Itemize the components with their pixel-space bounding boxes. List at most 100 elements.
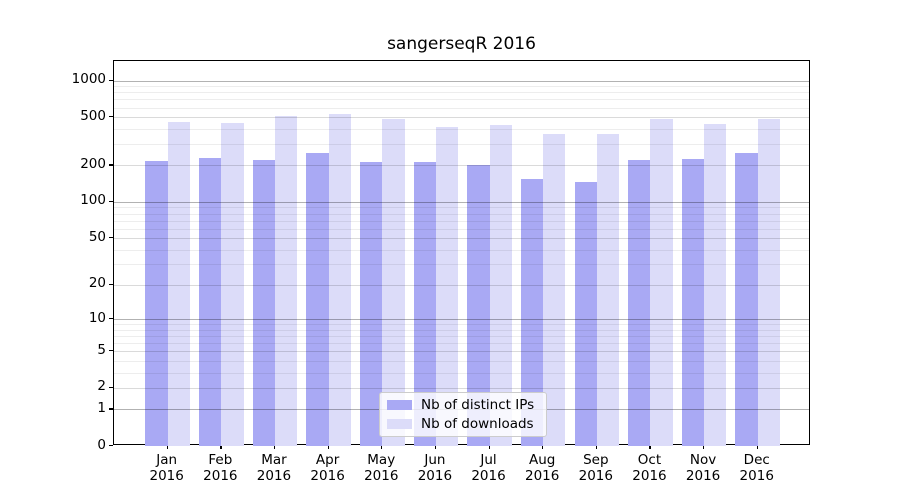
grid-line-minor — [114, 213, 809, 215]
legend-label-distinct-ips: Nb of distinct IPs — [421, 397, 535, 414]
x-axis-tick-label: Jan 2016 — [149, 452, 184, 484]
grid-line-minor — [114, 336, 809, 337]
bar-distinct-ips — [520, 178, 544, 446]
y-axis-tick-label: 200 — [80, 155, 106, 172]
bar-downloads — [704, 123, 727, 446]
x-axis-tick-mark — [327, 445, 329, 449]
grid-line-minor — [114, 86, 809, 88]
x-axis-tick-mark — [595, 445, 597, 449]
bar-downloads — [543, 133, 566, 446]
x-axis-tick-label: Mar 2016 — [256, 452, 292, 484]
grid-line-minor — [114, 207, 809, 209]
grid-line-major — [114, 351, 809, 353]
bar-downloads — [489, 125, 512, 446]
grid-line-minor — [114, 220, 809, 222]
bar-downloads — [382, 119, 405, 446]
grid-line-major-pow10 — [114, 319, 809, 321]
y-axis-tick-label: 0 — [97, 436, 106, 453]
x-axis-tick-mark — [273, 445, 276, 449]
bar-downloads — [596, 134, 620, 446]
y-axis-tick-label: 20 — [88, 275, 106, 292]
x-axis-tick-label: Oct 2016 — [632, 452, 667, 484]
y-axis-tick-label: 100 — [80, 192, 106, 209]
grid-line-minor — [114, 372, 809, 374]
bar-distinct-ips — [145, 160, 168, 446]
legend: Nb of distinct IPs Nb of downloads — [379, 392, 547, 437]
plot-area — [113, 60, 810, 446]
legend-label-downloads: Nb of downloads — [421, 415, 534, 432]
x-axis-tick-label: Aug 2016 — [524, 452, 560, 484]
y-axis-tick-mark — [109, 350, 113, 352]
grid-line-minor — [114, 107, 809, 109]
grid-line-major — [114, 387, 809, 389]
x-axis-tick-label: Nov 2016 — [685, 452, 721, 484]
y-axis-tick-mark — [109, 445, 113, 447]
x-axis-tick-mark — [220, 445, 222, 449]
y-axis-tick-mark — [109, 408, 113, 410]
bar-distinct-ips — [252, 159, 275, 446]
x-axis-tick-label: Jun 2016 — [417, 452, 453, 484]
y-axis-tick-mark — [109, 283, 113, 286]
y-axis-tick-mark — [109, 200, 113, 203]
y-axis-tick-label: 500 — [80, 107, 106, 124]
bar-distinct-ips — [628, 159, 651, 446]
grid-line-major — [114, 238, 809, 240]
y-axis-tick-mark — [109, 79, 113, 81]
legend-swatch-downloads — [387, 418, 412, 429]
x-axis-tick-label: Dec 2016 — [739, 452, 774, 484]
bar-downloads — [435, 126, 459, 446]
bar-downloads — [167, 121, 190, 446]
bar-distinct-ips — [681, 159, 705, 446]
grid-line-major-pow10 — [114, 80, 809, 82]
x-axis-tick-mark — [488, 445, 490, 449]
grid-line-major — [114, 284, 809, 286]
x-axis-tick-mark — [381, 445, 383, 449]
bar-distinct-ips — [735, 153, 758, 446]
x-axis-tick-mark — [756, 445, 758, 449]
x-axis-tick-label: Feb 2016 — [203, 452, 238, 484]
grid-line-minor — [114, 144, 809, 146]
bar-downloads — [757, 118, 781, 446]
grid-line-minor — [114, 343, 809, 345]
grid-line-minor — [114, 329, 809, 331]
bar-distinct-ips — [574, 182, 597, 446]
bar-downloads — [274, 115, 298, 446]
y-axis-tick-label: 1000 — [71, 71, 106, 88]
y-axis-tick-label: 50 — [88, 228, 106, 245]
x-axis-tick-label: Jul 2016 — [471, 452, 506, 484]
grid-line-minor — [114, 228, 809, 230]
bar-downloads — [328, 114, 351, 446]
grid-line-minor — [114, 99, 809, 101]
legend-item-distinct-ips: Nb of distinct IPs — [387, 397, 539, 413]
y-axis-tick-label: 1 — [97, 399, 106, 416]
bar-distinct-ips — [199, 157, 222, 446]
bar-distinct-ips — [306, 152, 329, 446]
grid-line-minor — [114, 360, 809, 362]
x-axis-tick-label: Sep 2016 — [578, 452, 613, 484]
grid-line-minor — [114, 264, 809, 266]
x-axis-tick-mark — [434, 445, 437, 449]
y-axis-tick-mark — [109, 386, 113, 389]
y-axis-tick-mark — [109, 116, 113, 118]
grid-line-major-pow10 — [114, 201, 809, 203]
legend-swatch-distinct-ips — [387, 400, 412, 411]
y-axis-tick-label: 5 — [97, 341, 106, 358]
y-axis-tick-mark — [109, 164, 113, 166]
grid-line-minor — [114, 324, 809, 326]
bar-distinct-ips — [359, 161, 383, 446]
y-axis-tick-label: 10 — [88, 309, 106, 326]
grid-line-major — [114, 117, 809, 119]
x-axis-tick-mark — [703, 445, 705, 449]
bar-downloads — [221, 122, 244, 446]
grid-line-minor — [114, 128, 809, 130]
grid-line-minor — [114, 249, 809, 251]
x-axis-tick-mark — [649, 445, 651, 449]
x-axis-tick-mark — [542, 445, 544, 449]
y-axis-tick-label: 2 — [97, 378, 106, 395]
bar-distinct-ips — [413, 162, 436, 446]
bar-distinct-ips — [467, 164, 490, 446]
grid-line-major — [114, 165, 809, 167]
y-axis-tick-mark — [109, 318, 113, 320]
bar-downloads — [650, 118, 673, 446]
